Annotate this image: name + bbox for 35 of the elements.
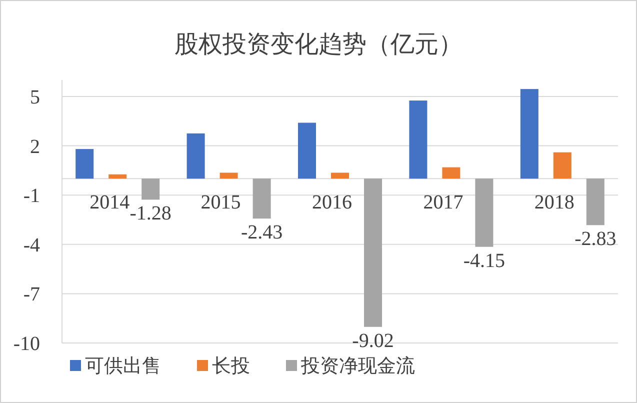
bar	[364, 178, 382, 327]
legend-label: 可供出售	[85, 356, 161, 377]
chart-title: 股权投资变化趋势（亿元）	[174, 31, 462, 58]
bar	[186, 133, 205, 179]
y-tick-label: -7	[23, 284, 40, 306]
x-tick-label: 2017	[423, 192, 464, 214]
bar	[553, 152, 572, 179]
bar	[409, 100, 428, 179]
data-label: -2.83	[574, 228, 616, 250]
y-tick-label: -1	[23, 185, 40, 208]
bar	[220, 172, 238, 179]
x-tick-label: 2015	[200, 192, 241, 214]
bar	[142, 178, 160, 200]
x-tick-label: 2016	[312, 192, 352, 214]
bar	[520, 89, 538, 179]
x-tick-label: 2018	[534, 192, 574, 214]
bar	[298, 122, 316, 179]
bar	[475, 178, 494, 247]
data-label: -4.15	[463, 250, 506, 272]
data-label: -2.43	[240, 222, 283, 244]
y-tick-label: -10	[13, 333, 40, 355]
bar	[252, 178, 271, 219]
x-tick-label: 2014	[90, 192, 130, 214]
y-tick-label: -4	[23, 234, 40, 256]
y-tick-label: 5	[30, 86, 40, 108]
bar	[76, 149, 94, 179]
bar	[442, 167, 460, 179]
y-tick-label: 2	[30, 136, 40, 158]
bar	[331, 172, 349, 179]
data-label: -9.02	[352, 330, 394, 352]
legend-label: 投资净现金流	[300, 355, 415, 377]
bar	[108, 174, 127, 179]
legend-label: 长投	[212, 356, 250, 377]
data-label: -1.28	[130, 202, 172, 225]
bar	[586, 178, 604, 226]
